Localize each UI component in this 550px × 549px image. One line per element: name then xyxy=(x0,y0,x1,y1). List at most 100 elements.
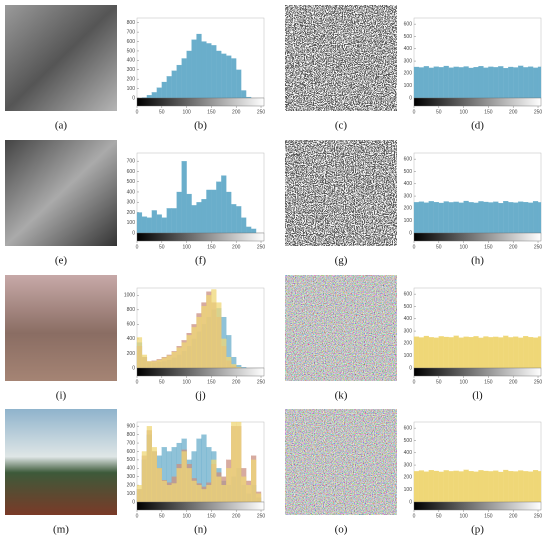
x-tick-label: 200 xyxy=(509,513,518,519)
y-tick-label: 600 xyxy=(404,425,413,431)
histogram-bar xyxy=(453,201,459,234)
y-tick-label: 200 xyxy=(127,77,136,83)
histogram-bar xyxy=(508,337,514,369)
histogram-bar xyxy=(136,337,143,369)
y-tick-label: 400 xyxy=(404,181,413,187)
x-tick-label: 150 xyxy=(207,513,216,519)
histogram-bar xyxy=(478,66,484,99)
caption: (c) xyxy=(335,120,348,132)
histogram-bar xyxy=(463,66,469,99)
y-tick-label: 0 xyxy=(132,95,135,101)
histogram-bar xyxy=(166,208,172,234)
caption: (o) xyxy=(335,524,348,536)
x-tick-label: 150 xyxy=(484,109,493,115)
x-tick-label: 0 xyxy=(413,513,416,519)
histogram-bar xyxy=(146,426,152,503)
histogram-bar xyxy=(518,201,524,234)
histogram-bar xyxy=(493,67,499,99)
histogram-bar xyxy=(453,470,459,503)
histogram-bar xyxy=(196,33,202,99)
y-tick-label: 600 xyxy=(127,39,136,45)
histogram-bar xyxy=(528,337,534,369)
y-tick-label: 100 xyxy=(127,86,136,92)
x-tick-label: 50 xyxy=(436,109,442,115)
x-tick-label: 100 xyxy=(459,109,468,115)
x-tick-label: 250 xyxy=(534,513,543,519)
histogram-bar xyxy=(468,202,474,234)
histogram-bar xyxy=(523,336,529,369)
intensity-bar xyxy=(413,367,542,377)
x-tick-label: 50 xyxy=(159,379,165,385)
histogram-bar xyxy=(221,338,227,369)
histogram-bar xyxy=(251,459,257,503)
histogram-bar xyxy=(176,347,182,369)
x-tick-label: 50 xyxy=(159,513,165,519)
histogram-bar xyxy=(433,202,439,234)
y-tick-label: 600 xyxy=(127,322,136,328)
histogram-bar xyxy=(231,204,237,234)
histogram-bar xyxy=(191,39,197,99)
x-tick-label: 0 xyxy=(136,109,139,115)
x-tick-label: 250 xyxy=(534,244,543,250)
caption: (f) xyxy=(195,255,206,267)
histogram-bar xyxy=(231,421,237,503)
histogram-bar xyxy=(453,66,459,99)
histogram-bar xyxy=(443,336,449,369)
histogram-bar xyxy=(508,202,514,234)
y-tick-label: 600 xyxy=(404,291,413,297)
y-tick-label: 800 xyxy=(127,432,136,438)
histogram-bar xyxy=(513,471,519,503)
histogram-bar xyxy=(428,337,434,369)
histogram-bar xyxy=(191,327,197,369)
histogram-bar xyxy=(151,210,157,234)
histogram-bar xyxy=(448,337,454,369)
histogram-bar xyxy=(478,470,484,503)
histogram-bar xyxy=(537,471,542,503)
histogram-bar xyxy=(443,201,449,234)
histogram-bar xyxy=(151,361,157,369)
y-tick-label: 400 xyxy=(127,466,136,472)
histogram-bar xyxy=(493,470,499,503)
x-tick-label: 0 xyxy=(413,244,416,250)
histogram-bar xyxy=(518,470,524,503)
y-tick-label: 300 xyxy=(404,462,413,468)
y-tick-label: 100 xyxy=(127,220,136,226)
histogram-bar xyxy=(201,41,207,99)
histogram-bar xyxy=(161,357,167,369)
histogram-bar xyxy=(216,476,222,503)
photo-image xyxy=(5,275,117,381)
x-tick-label: 250 xyxy=(257,244,266,250)
histogram-bar xyxy=(438,336,444,369)
y-tick-label: 300 xyxy=(127,474,136,480)
y-tick-label: 400 xyxy=(127,58,136,64)
histogram-bar xyxy=(211,289,217,369)
y-tick-label: 400 xyxy=(404,46,413,52)
histogram-bar xyxy=(473,202,479,234)
histogram-bar xyxy=(488,202,494,234)
histogram-bar xyxy=(221,175,227,234)
histogram-bar xyxy=(413,471,420,503)
histogram-bar xyxy=(503,335,509,369)
x-tick-label: 150 xyxy=(207,244,216,250)
histogram-bar xyxy=(443,65,449,99)
caption: (m) xyxy=(53,524,69,536)
histogram-bar xyxy=(523,471,529,503)
caption: (g) xyxy=(335,255,348,267)
x-tick-label: 150 xyxy=(484,513,493,519)
histogram-bar xyxy=(423,335,429,369)
histogram-bar xyxy=(196,316,202,369)
histogram-bar xyxy=(428,470,434,503)
histogram-bar xyxy=(255,493,262,503)
histogram-bar xyxy=(453,335,459,369)
y-tick-label: 0 xyxy=(409,95,412,101)
histogram-bar xyxy=(498,471,504,503)
histogram-bar xyxy=(221,53,227,99)
y-tick-label: 0 xyxy=(132,365,135,371)
histogram-bar xyxy=(418,470,425,503)
x-tick-label: 200 xyxy=(232,244,241,250)
histogram-bar xyxy=(413,336,420,369)
histogram-bar xyxy=(196,485,202,503)
x-tick-label: 200 xyxy=(509,244,518,250)
